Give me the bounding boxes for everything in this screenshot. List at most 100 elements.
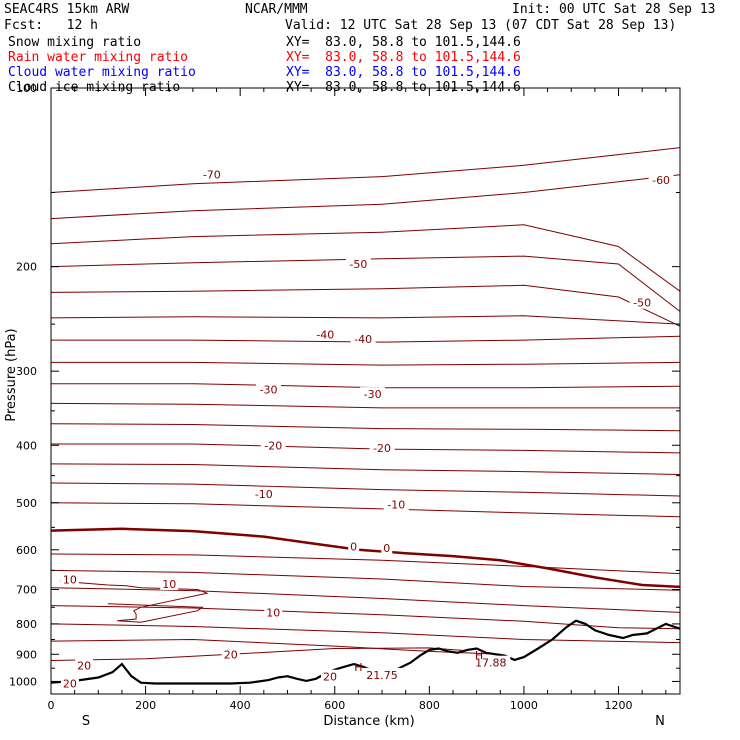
isotherm-2 — [51, 224, 680, 292]
y-tick-label: 800 — [16, 618, 37, 631]
contour-label: 20 — [63, 677, 77, 690]
x-tick-label: 400 — [230, 699, 251, 712]
contour-label-bg — [60, 572, 79, 586]
contour-label: -50 — [349, 258, 367, 271]
x-tick-label: 0 — [48, 699, 55, 712]
contour-label: -10 — [255, 488, 273, 501]
contour-label-bg — [629, 295, 655, 309]
isotherm-15 — [51, 553, 680, 575]
contour-label-bg — [321, 669, 340, 683]
contour-label-bg — [160, 576, 179, 590]
contour-label-bg — [360, 387, 386, 401]
plot-area: -70 -60 -50 -50 -40 -40 -30 -30 -20 -20 -10 -10 0 0 10… — [51, 147, 680, 690]
isotherm-6 — [51, 335, 680, 343]
contour-label: -20 — [373, 442, 391, 455]
isotherm-5 — [51, 315, 680, 325]
contour-label-bg — [75, 658, 94, 672]
contour-label-bg — [264, 605, 283, 619]
contour-label-bg — [345, 257, 371, 271]
contour-label: 0 — [383, 542, 390, 555]
isotherm-9 — [51, 402, 680, 409]
contour-label-bg — [383, 497, 409, 511]
isotherm-12 — [51, 463, 680, 475]
contour-label-bg — [369, 440, 395, 454]
field-xy-cloud-water: XY= 83.0, 58.8 to 101.5,144.6 — [286, 65, 521, 80]
contour-label: 10 — [63, 573, 77, 586]
isotherm-7 — [51, 361, 680, 366]
field-xy-rain: XY= 83.0, 58.8 to 101.5,144.6 — [286, 50, 521, 65]
contour-label: 10 — [266, 606, 280, 619]
south-label: S — [82, 714, 90, 729]
y-tick-label: 100 — [16, 82, 37, 95]
contour-label-bg — [60, 676, 79, 690]
y-tick-label: 400 — [16, 439, 37, 452]
x-tick-label: 600 — [324, 699, 345, 712]
contour-label-bg — [471, 655, 511, 669]
contour-label-bg — [260, 438, 286, 452]
isotherm-1 — [51, 174, 680, 220]
contour-label: -20 — [264, 439, 282, 452]
zero-isotherm — [51, 527, 680, 589]
field-label-snow: Snow mixing ratio — [8, 35, 142, 50]
contour-label: 21.75 — [366, 669, 398, 682]
isotherm-4 — [51, 284, 680, 327]
contour-label: 10 — [162, 578, 176, 591]
contour-label: 20 — [77, 659, 91, 672]
contour-label: -40 — [316, 328, 334, 341]
axes: 0 200 400 600 800 1000 12001002003004005006007… — [9, 82, 681, 712]
y-tick-label: 200 — [16, 261, 37, 274]
x-tick-label: 1200 — [605, 699, 633, 712]
x-tick-label: 200 — [135, 699, 156, 712]
high-marker: H — [475, 649, 483, 662]
y-tick-label: 500 — [16, 497, 37, 510]
y-tick-label: 1000 — [9, 675, 37, 688]
contour-label: -30 — [260, 383, 278, 396]
y-tick-label: 600 — [16, 544, 37, 557]
contour-label: 20 — [323, 671, 337, 684]
isotherm-lobe — [60, 580, 209, 623]
contour-label: -50 — [633, 297, 651, 310]
init-time: Init: 00 UTC Sat 28 Sep 13 — [512, 2, 716, 17]
plot-frame — [50, 87, 681, 695]
field-label-rain: Rain water mixing ratio — [8, 50, 189, 65]
contour-label-bg — [199, 167, 225, 181]
contour-label-bg — [648, 173, 674, 187]
north-label: N — [655, 714, 665, 729]
contour-label-bg — [312, 327, 338, 341]
contour-label: 20 — [224, 648, 238, 661]
contour-label: -30 — [364, 388, 382, 401]
y-tick-label: 700 — [16, 584, 37, 597]
contour-label-bg — [251, 486, 277, 500]
y-tick-label: 900 — [16, 648, 37, 661]
y-tick-label: 300 — [16, 365, 37, 378]
isotherm-18 — [51, 605, 680, 630]
contour-label: 17.88 — [475, 657, 507, 670]
contour-label-bg — [381, 541, 393, 555]
isotherm-16 — [51, 569, 680, 591]
contour-label: -10 — [387, 498, 405, 511]
isotherm-19 — [51, 623, 680, 644]
high-marker: H — [354, 661, 362, 674]
isotherm-3 — [51, 255, 680, 312]
forecast-hour: Fcst: 12 h — [4, 18, 98, 33]
isotherm-13 — [51, 482, 680, 497]
center-name: NCAR/MMM — [245, 2, 308, 17]
contour-label: 0 — [350, 540, 357, 553]
isotherm-10 — [51, 423, 680, 432]
isotherm-14 — [51, 502, 680, 518]
contour-label: -60 — [652, 174, 670, 187]
contour-label-bg — [256, 382, 282, 396]
contour-label-bg — [350, 332, 376, 346]
contour-label-bg — [362, 667, 402, 681]
valid-time: Valid: 12 UTC Sat 28 Sep 13 (07 CDT Sat … — [285, 18, 677, 33]
model-name: SEAC4RS 15km ARW — [4, 2, 130, 17]
contour-label-bg — [348, 539, 360, 553]
isotherm-11 — [51, 443, 680, 454]
y-axis-label: Pressure (hPa) — [4, 328, 19, 421]
contour-label: -40 — [354, 333, 372, 346]
contour-label: -70 — [203, 169, 221, 182]
x-tick-label: 800 — [419, 699, 440, 712]
field-label-cloud-water: Cloud water mixing ratio — [8, 65, 196, 80]
contour-label-bg — [221, 647, 240, 661]
